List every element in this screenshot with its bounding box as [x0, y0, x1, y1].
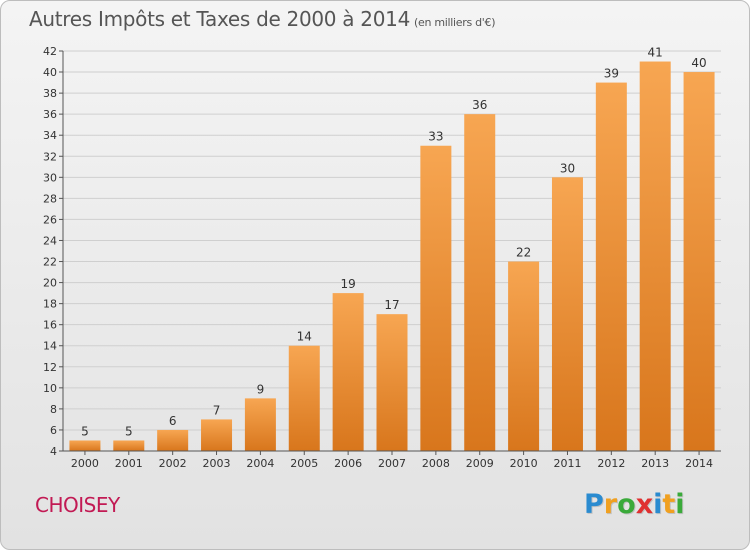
y-tick-label: 14 [43, 340, 57, 353]
y-tick-label: 34 [43, 129, 57, 142]
data-label: 30 [560, 161, 575, 175]
data-label: 9 [257, 382, 265, 396]
bar [69, 440, 101, 451]
bar [464, 114, 496, 451]
x-tick-label: 2006 [334, 457, 362, 470]
y-tick-label: 24 [43, 234, 57, 247]
data-label: 33 [428, 130, 443, 144]
y-tick-label: 32 [43, 150, 57, 163]
y-tick-label: 36 [43, 108, 57, 121]
bar [551, 177, 583, 451]
x-tick-label: 2004 [246, 457, 274, 470]
x-tick-label: 2002 [159, 457, 187, 470]
x-tick-label: 2005 [290, 457, 318, 470]
bar [113, 440, 145, 451]
bar [376, 314, 408, 451]
y-tick-label: 12 [43, 361, 57, 374]
y-tick-label: 30 [43, 171, 57, 184]
data-label: 41 [648, 46, 663, 60]
logo-letter: x [635, 489, 654, 520]
y-tick-label: 8 [50, 403, 57, 416]
y-tick-label: 20 [43, 277, 57, 290]
logo-letter: o [617, 489, 636, 520]
bar [683, 72, 715, 451]
data-label: 40 [691, 56, 706, 70]
y-tick-label: 38 [43, 87, 57, 100]
logo-letter: i [653, 489, 663, 520]
x-tick-label: 2000 [71, 457, 99, 470]
data-label: 5 [81, 424, 89, 438]
x-tick-label: 2003 [203, 457, 231, 470]
bar [420, 145, 452, 451]
data-label: 36 [472, 98, 487, 112]
y-axis-ticks: 4 6 8 10 12 14 16 18 20 22 24 26 28 30 32 34 36 38 40 42 [43, 45, 63, 458]
x-tick-label: 2011 [553, 457, 581, 470]
y-tick-label: 26 [43, 213, 57, 226]
chart-title: Autres Impôts et Taxes de 2000 à 2014 (en… [29, 7, 495, 31]
data-label: 6 [169, 414, 177, 428]
y-tick-label: 22 [43, 256, 57, 269]
y-tick-label: 16 [43, 319, 57, 332]
y-tick-label: 4 [50, 445, 57, 458]
y-tick-label: 28 [43, 192, 57, 205]
bar [595, 82, 627, 451]
x-tick-label: 2007 [378, 457, 406, 470]
place-name: CHOISEY [35, 493, 120, 517]
data-label: 19 [340, 277, 355, 291]
bar [639, 61, 671, 452]
data-label: 22 [516, 246, 531, 260]
bar [332, 293, 364, 451]
bar [288, 345, 320, 451]
x-tick-label: 2013 [641, 457, 669, 470]
data-label: 5 [125, 424, 133, 438]
y-tick-label: 18 [43, 298, 57, 311]
logo-letter: i [675, 489, 685, 520]
logo-letter: P [584, 489, 604, 520]
logo-letter: t [662, 489, 676, 520]
data-label: 39 [604, 67, 619, 81]
x-tick-label: 2014 [685, 457, 713, 470]
bar [201, 419, 233, 451]
proxiti-logo: Proxiti [584, 489, 685, 520]
axes [62, 51, 721, 452]
chart-title-unit: (en milliers d'€) [414, 16, 496, 29]
y-tick-label: 40 [43, 66, 57, 79]
x-tick-label: 2012 [597, 457, 625, 470]
logo-letter: r [603, 489, 618, 520]
data-label: 17 [384, 298, 399, 312]
bar [157, 429, 189, 451]
chart-title-text: Autres Impôts et Taxes de 2000 à 2014 [29, 7, 410, 31]
bar [244, 398, 276, 451]
y-tick-label: 10 [43, 382, 57, 395]
x-tick-label: 2010 [510, 457, 538, 470]
bar [508, 261, 540, 451]
x-tick-label: 2001 [115, 457, 143, 470]
x-tick-label: 2008 [422, 457, 450, 470]
data-labels: 5 5 6 7 9 14 19 17 33 36 22 30 39 41 40 [81, 46, 707, 439]
y-tick-label: 42 [43, 45, 57, 58]
x-tick-label: 2009 [466, 457, 494, 470]
data-label: 7 [213, 403, 221, 417]
data-label: 14 [297, 330, 312, 344]
bars [69, 61, 715, 452]
y-tick-label: 6 [50, 424, 57, 437]
x-axis-ticks: 2000 2001 2002 2003 2004 2005 2006 2007 2008 2009… [71, 451, 713, 470]
